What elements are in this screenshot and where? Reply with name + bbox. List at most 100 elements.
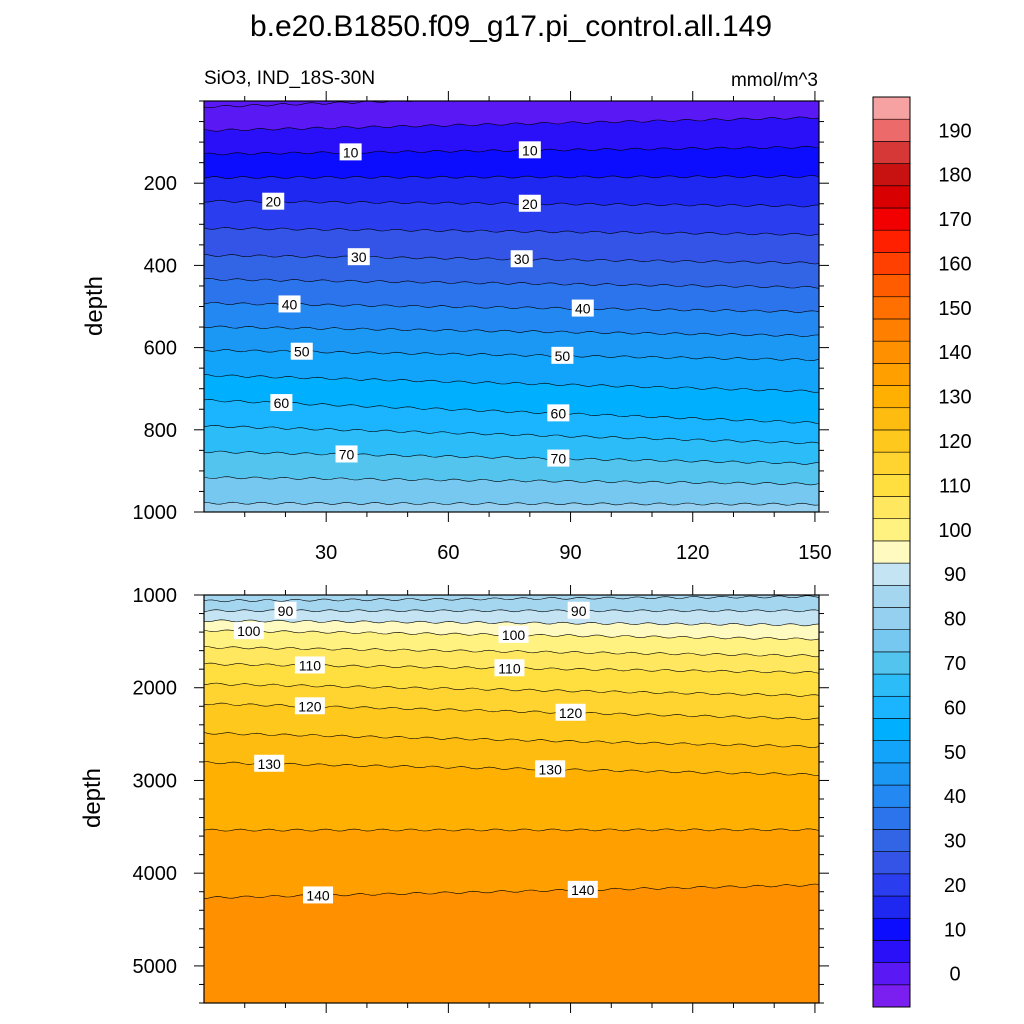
contour-label: 100 [233,622,264,640]
y-tick-label: 200 [144,173,177,195]
contour-label: 140 [567,880,598,898]
contour-label-box [551,346,574,364]
colorbar-swatch [872,962,911,986]
contour-band [204,502,819,512]
x-tick-label: 60 [437,542,459,564]
colorbar-swatch [872,340,911,364]
contour-label: 10 [339,143,362,161]
colorbar-label: 140 [938,342,971,364]
contour-label-box [294,697,325,715]
colorbar-swatch [872,252,911,275]
contour-line [204,199,819,208]
colorbar-label: 70 [944,653,966,675]
contour-label: 50 [551,346,574,364]
contour-label-box [274,601,297,619]
contour-band [202,514,821,530]
contour-label-box [547,404,570,422]
colorbar-label: 60 [944,697,966,719]
colorbar-swatch [872,229,911,253]
contour-line [204,302,819,313]
contour-label: 40 [278,295,301,313]
colorbar-label: 50 [944,742,966,764]
lower-y-axis-label: depth [79,768,106,828]
contour-label: 110 [494,659,525,677]
y-tick-label: 1000 [133,585,178,607]
upper-panel: 30 60 90 120 150 200 400 600 800 1000 10 10 20 20 30 30… [133,91,832,564]
contour-label: 60 [270,394,293,412]
colorbar-label: 100 [938,520,971,542]
contour-label-box [262,192,285,210]
contour-line [204,595,819,603]
contour-line [204,116,819,132]
colorbar-label: 80 [944,609,966,631]
contour-band [204,476,819,512]
contour-label-box [518,141,541,159]
contour-label-box [254,754,285,772]
colorbar-swatch [872,917,911,941]
lower-panel: 1000 2000 3000 4000 5000 90 90 100 100 110 110 120 1… [133,585,829,1013]
colorbar-label: 0 [949,964,960,986]
colorbar-swatch [872,607,911,630]
contour-line [204,277,819,289]
colorbar-swatch [872,118,911,142]
colorbar-swatch [872,296,911,320]
contour-line [204,828,819,832]
colorbar-swatch [872,185,911,209]
colorbar-label: 90 [944,564,966,586]
contour-line [204,476,819,486]
contour-label-text: 50 [294,344,310,360]
colorbar-swatch [872,562,911,586]
contour-line [204,609,819,613]
colorbar-swatch [872,540,911,564]
colorbar-frame [872,96,911,1008]
colorbar-swatch [872,695,911,719]
contour-label: 50 [290,342,313,360]
upper-y-axis-label: depth [81,276,108,336]
contour-label: 10 [518,141,541,159]
contour-label: 90 [274,601,297,619]
colorbar-label: 170 [938,209,971,231]
contour-line [204,501,819,506]
colorbar-swatch [872,784,911,808]
contour-label: 20 [262,192,285,210]
colorbar-label: 40 [944,786,966,808]
contour-label: 30 [510,250,533,268]
contour-label: 20 [518,194,541,212]
colorbar-label: 190 [938,120,971,142]
colorbar-swatch [872,451,911,475]
contour-label-box [270,394,293,412]
contour-line [204,424,819,445]
colorbar-swatch [872,806,911,830]
contour-label: 140 [303,886,334,904]
contour-line [204,227,819,236]
chart-title: b.e20.B1850.f09_g17.pi_control.all.149 [250,10,772,43]
y-tick-label: 1000 [133,502,178,524]
contour-label-text: 130 [257,756,281,772]
variable-label: SiO3, IND_18S-30N [204,68,375,89]
contour-label-text: 70 [339,446,355,462]
contour-label-box [567,880,598,898]
colorbar-swatch [872,496,911,520]
contour-label-box [498,625,529,643]
contour-line [204,646,819,658]
contour-line [204,399,819,425]
contour-label-text: 20 [265,194,281,210]
contour-label-box [294,656,325,674]
contour-label-box [510,250,533,268]
contour-label-text: 30 [514,251,530,267]
colorbar-swatch [872,274,911,298]
colorbar-swatch [872,207,911,231]
contour-line [204,145,819,156]
colorbar-label: 30 [944,831,966,853]
contour-label-text: 130 [539,761,563,777]
contour-label: 100 [498,625,529,643]
contour-label: 40 [571,299,594,317]
contour-label-text: 140 [306,887,330,903]
contour-line [204,761,819,776]
contour-line [204,373,819,393]
colorbar-swatch [872,407,911,431]
contour-label-box [278,295,301,313]
contour-label-text: 20 [522,196,538,212]
contour-label-box [518,194,541,212]
